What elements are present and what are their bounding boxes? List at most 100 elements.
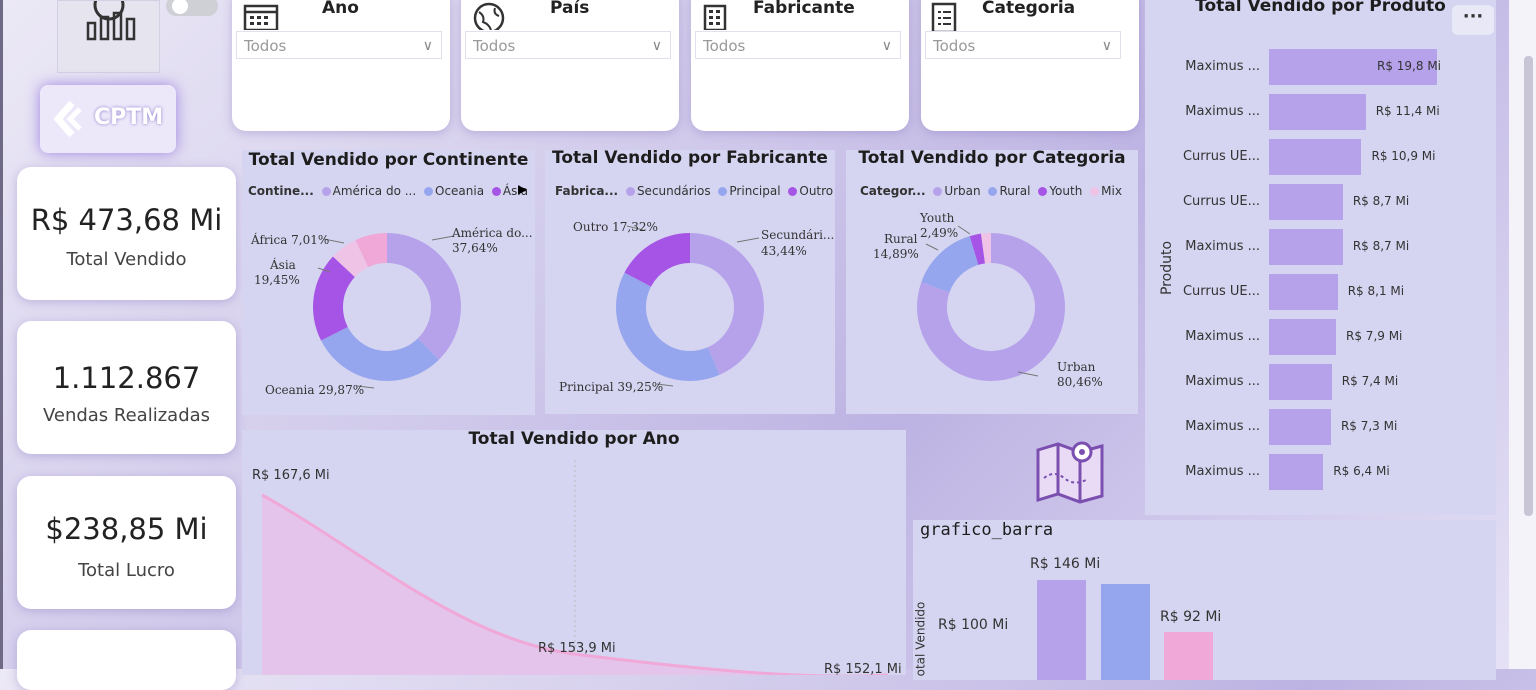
globe-icon: [473, 2, 505, 30]
slicer-dropdown[interactable]: Todos ∨: [465, 31, 671, 59]
bar[interactable]: [1269, 139, 1362, 175]
data-label: 43,44%: [761, 244, 807, 258]
data-label: 14,89%: [873, 247, 919, 261]
bar-category-label: Maximus ...: [1185, 329, 1260, 344]
chevron-down-icon: ∨: [422, 38, 433, 54]
donut-slice[interactable]: [387, 233, 461, 360]
bar[interactable]: [1269, 229, 1343, 265]
bar-category-label: Currus UE...: [1182, 284, 1260, 299]
donut-slice[interactable]: [921, 236, 979, 293]
data-label: Principal 39,25%: [559, 380, 664, 394]
bar-value-label: R$ 10,9 Mi: [1371, 149, 1436, 163]
scrollbar[interactable]: [1524, 56, 1533, 516]
kpi-total-vendido: R$ 473,68 Mi Total Vendido: [17, 167, 236, 300]
bar[interactable]: [1269, 409, 1331, 445]
bar[interactable]: [1269, 49, 1437, 85]
data-label: Outro 17,32%: [573, 220, 658, 234]
kpi-value: R$ 473,68 Mi: [30, 203, 223, 237]
data-label: África 7,01%: [251, 233, 330, 247]
chevron-down-icon: ∨: [651, 38, 662, 54]
slicer-value: Todos: [473, 37, 516, 55]
grafico-barra-panel[interactable]: grafico_barra otal Vendido R$ 100 Mi R$ …: [913, 520, 1496, 680]
bar: [1101, 584, 1150, 680]
donut-slice[interactable]: [332, 240, 369, 277]
legend-item: Ásia: [502, 184, 529, 198]
bar[interactable]: [1269, 94, 1366, 130]
theme-toggle[interactable]: [166, 0, 218, 16]
bar-category-label: Maximus ...: [1185, 374, 1260, 389]
bar[interactable]: [1269, 184, 1343, 220]
bar-value-label: R$ 8,1 Mi: [1347, 284, 1405, 298]
legend-next-icon[interactable]: ▶: [518, 182, 528, 196]
legend-item: Rural: [999, 184, 1031, 198]
area-series: [262, 495, 888, 675]
bar-value-label: R$ 7,3 Mi: [1340, 419, 1398, 433]
donut-slice[interactable]: [969, 233, 986, 265]
chart-title: grafico_barra: [920, 520, 1054, 540]
data-label: Youth: [920, 211, 955, 225]
data-label: Rural: [884, 232, 918, 246]
bar-category-label: Currus UE...: [1182, 149, 1260, 164]
bar-value-label: R$ 8,7 Mi: [1352, 239, 1410, 253]
donut-chart: [313, 233, 461, 389]
chart-title: Total Vendido por Categoria: [858, 148, 1126, 168]
donut-slice[interactable]: [917, 233, 1065, 381]
left-edge-line: [0, 0, 3, 669]
bar-value-label: R$ 6,4 Mi: [1333, 464, 1390, 478]
slicer-dropdown[interactable]: Todos ∨: [695, 31, 901, 59]
cptm-logo-text: CPTM: [94, 105, 164, 130]
legend-title: Fabrica...: [555, 184, 619, 198]
data-label: R$ 152,1 Mi: [824, 662, 902, 677]
donut-chart: [616, 225, 765, 387]
bar-value-label: R$ 11,4 Mi: [1375, 104, 1440, 118]
bar-category-label: Maximus ...: [1185, 419, 1260, 434]
legend-item: Oceania: [435, 184, 485, 198]
donut-slice[interactable]: [980, 233, 991, 264]
list-icon: [931, 2, 957, 32]
slicer-pais[interactable]: País Todos ∨: [461, 0, 679, 131]
more-options-button[interactable]: ···: [1452, 5, 1494, 35]
slicer-ano[interactable]: Ano Todos ∨: [232, 0, 450, 131]
bar-category-label: Maximus ...: [1185, 464, 1260, 479]
donut-categoria-panel[interactable]: Total Vendido por Categoria Categor... U…: [846, 148, 1138, 414]
bar-value-label: R$ 7,9 Mi: [1346, 329, 1403, 343]
data-label: R$ 167,6 Mi: [252, 468, 330, 483]
axis-label: otal Vendido: [913, 601, 928, 677]
donut-slice[interactable]: [321, 326, 439, 381]
slicer-value: Todos: [933, 37, 976, 55]
data-label: 80,46%: [1057, 375, 1103, 389]
bar-value-label: R$ 19,8 Mi: [1377, 59, 1442, 73]
donut-slice[interactable]: [616, 272, 720, 382]
kpi-label: Total Lucro: [78, 560, 175, 581]
slicer-categoria[interactable]: Categoria Todos ∨: [921, 0, 1139, 131]
slicer-dropdown[interactable]: Todos ∨: [925, 31, 1121, 59]
donut-slice[interactable]: [313, 256, 355, 341]
data-label: R$ 153,9 Mi: [538, 641, 616, 656]
chart-legend: Categor... Urban Rural Youth Mix: [860, 184, 1122, 198]
donut-fabricante-panel[interactable]: Total Vendido por Fabricante Fabrica... …: [545, 148, 835, 414]
legend-title: Contine...: [248, 184, 314, 198]
bar-value-label: R$ 7,4 Mi: [1341, 374, 1399, 388]
donut-continente-panel[interactable]: Total Vendido por Continente Contine... …: [242, 150, 535, 415]
bar[interactable]: [1269, 274, 1338, 310]
bar[interactable]: [1269, 364, 1332, 400]
area-ano-panel[interactable]: Total Vendido por Ano R$ 167,6 Mi R$ 153…: [242, 429, 906, 677]
data-label: R$ 146 Mi: [1030, 556, 1101, 572]
slicer-fabricante[interactable]: Fabricante Todos ∨: [691, 0, 909, 131]
donut-slice[interactable]: [624, 233, 690, 287]
donut-slice[interactable]: [690, 233, 765, 375]
bar[interactable]: [1269, 319, 1337, 355]
kpi-vendas-realizadas: 1.112.867 Vendas Realizadas: [17, 321, 236, 454]
map-icon[interactable]: [1034, 440, 1106, 504]
bar[interactable]: [1269, 454, 1324, 490]
slicer-dropdown[interactable]: Todos ∨: [236, 31, 442, 59]
legend-item: Principal: [729, 184, 781, 198]
bar-category-label: Currus UE...: [1182, 194, 1260, 209]
cptm-arrows-icon: [53, 100, 82, 138]
calendar-icon: [243, 4, 279, 30]
data-label: Oceania 29,87%: [265, 383, 365, 397]
cptm-logo: CPTM: [40, 85, 176, 153]
kpi-value: $238,85 Mi: [45, 512, 208, 546]
legend-item: Secundários: [636, 184, 711, 198]
donut-slice[interactable]: [355, 233, 387, 268]
